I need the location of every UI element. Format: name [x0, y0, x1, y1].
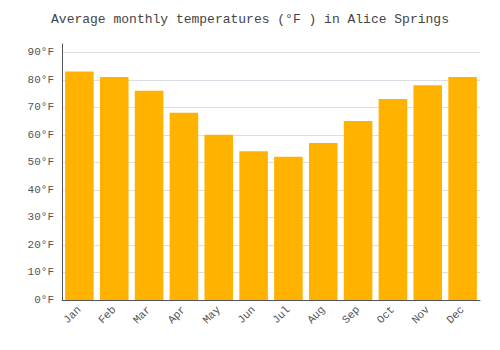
- svg-text:Feb: Feb: [96, 304, 118, 326]
- svg-text:30°F: 30°F: [28, 211, 54, 223]
- svg-text:Jan: Jan: [61, 304, 83, 326]
- svg-text:Nov: Nov: [410, 303, 433, 326]
- svg-text:Apr: Apr: [166, 304, 188, 326]
- svg-text:10°F: 10°F: [28, 266, 54, 278]
- svg-text:40°F: 40°F: [28, 184, 54, 196]
- svg-text:May: May: [201, 303, 224, 326]
- svg-text:Jul: Jul: [270, 304, 292, 326]
- svg-text:Mar: Mar: [131, 304, 153, 326]
- svg-text:90°F: 90°F: [28, 46, 54, 58]
- svg-text:Dec: Dec: [444, 304, 466, 326]
- svg-text:80°F: 80°F: [28, 74, 54, 86]
- svg-text:60°F: 60°F: [28, 129, 54, 141]
- svg-text:Jun: Jun: [235, 304, 257, 326]
- svg-text:0°F: 0°F: [34, 294, 54, 306]
- svg-text:Aug: Aug: [305, 304, 327, 326]
- svg-text:20°F: 20°F: [28, 239, 54, 251]
- svg-text:50°F: 50°F: [28, 156, 54, 168]
- svg-text:70°F: 70°F: [28, 101, 54, 113]
- svg-text:Oct: Oct: [375, 304, 397, 326]
- svg-text:Sep: Sep: [340, 304, 362, 326]
- svg-text:Average monthly temperatures (: Average monthly temperatures (°F ) in Al…: [51, 12, 449, 27]
